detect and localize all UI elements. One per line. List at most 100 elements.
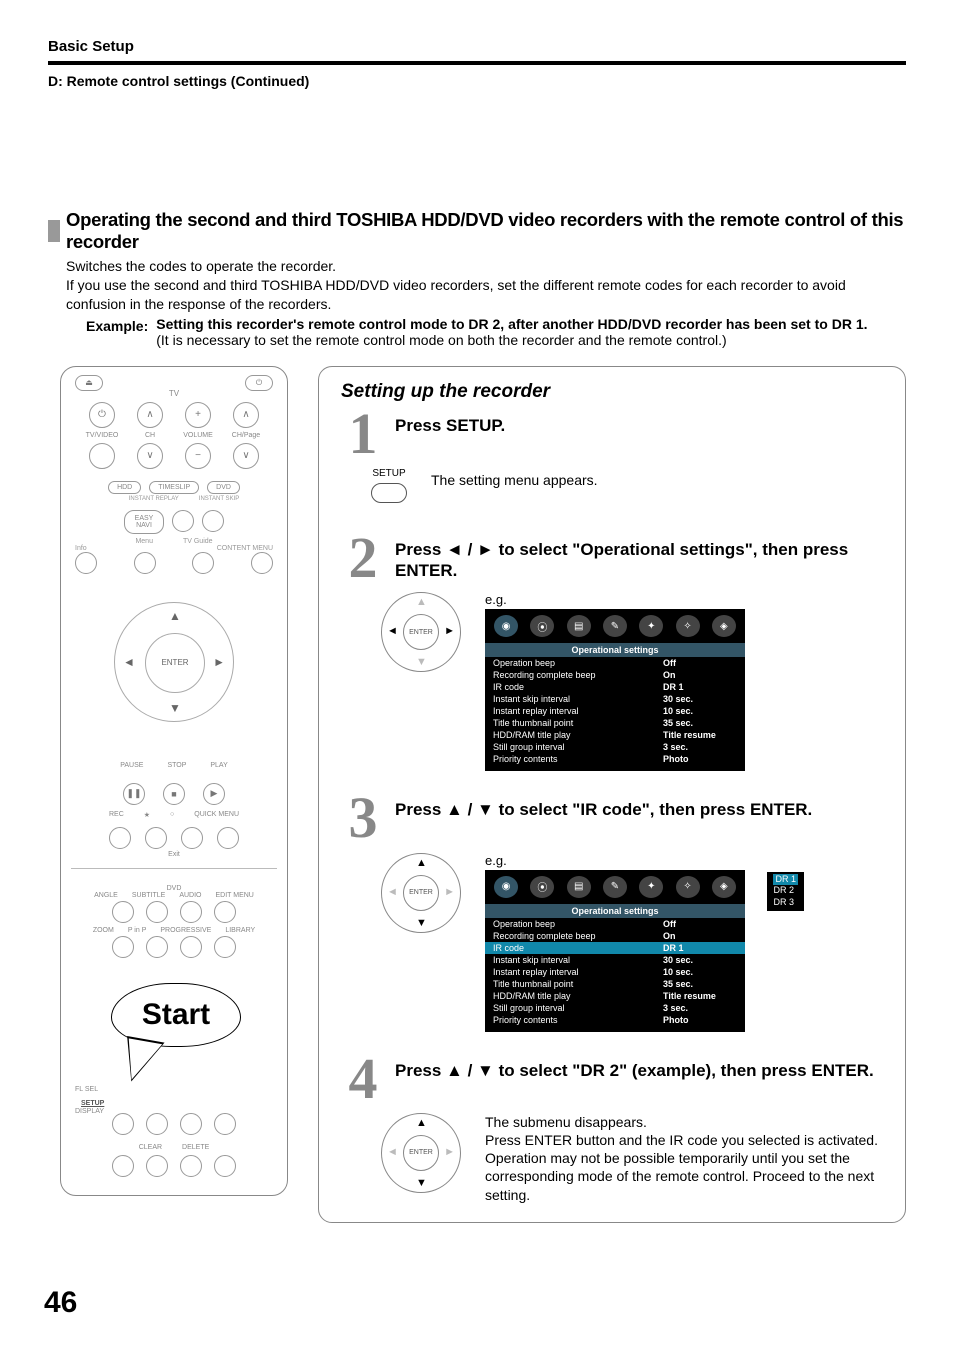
panel-row-value: Title resume xyxy=(663,991,737,1001)
callout-tail xyxy=(122,1038,162,1083)
intro-line1: Switches the codes to operate the record… xyxy=(66,257,906,276)
panel3-icon-5: ✦ xyxy=(639,876,663,898)
panel-row-value: Off xyxy=(663,919,737,929)
panel-row-value: DR 1 xyxy=(663,943,737,953)
panel-row-key: HDD/RAM title play xyxy=(493,991,663,1001)
stop-label: STOP xyxy=(167,762,186,769)
btn-b2 xyxy=(180,1113,202,1135)
step1-note: The setting menu appears. xyxy=(431,468,598,488)
panel-row: Priority contentsPhoto xyxy=(485,753,745,765)
instant-skip-btn xyxy=(202,510,224,532)
timeslip-btn: TIMESLIP xyxy=(149,481,199,494)
panel-row-key: Still group interval xyxy=(493,742,663,752)
pinp-btn xyxy=(146,936,168,958)
quickmenu-label: QUICK MENU xyxy=(194,811,239,819)
stop-btn: ■ xyxy=(163,783,185,805)
right-icon: ► xyxy=(444,625,455,637)
delete-btn xyxy=(180,1155,202,1177)
enter-label-ill-3: ENTER xyxy=(403,875,439,911)
btn-b1 xyxy=(146,1113,168,1135)
example-note: (It is necessary to set the remote contr… xyxy=(156,332,906,348)
page-up-icon: ∧ xyxy=(233,402,259,428)
zoom-btn xyxy=(112,936,134,958)
step1-text: Press SETUP. xyxy=(395,409,505,458)
settings-panel-3: ◉ ⦿ ▤ ✎ ✦ ✧ ◈ Operational settings Opera… xyxy=(485,870,745,1032)
panel-row-key: Instant skip interval xyxy=(493,694,663,704)
dr-option-1: DR 1 xyxy=(773,874,798,886)
dr-option-2: DR 2 xyxy=(773,885,798,897)
power-icon: ⏻ xyxy=(245,375,273,391)
header-category: Basic Setup xyxy=(48,38,906,55)
example-bold: Setting this recorder's remote control m… xyxy=(156,316,906,332)
panel3-icon-4: ✎ xyxy=(603,876,627,898)
pause-label: PAUSE xyxy=(120,762,143,769)
pinp-label: P in P xyxy=(128,927,147,934)
panel-row: Recording complete beepOn xyxy=(485,669,745,681)
panel-row-value: 35 sec. xyxy=(663,718,737,728)
editmenu-label: EDIT MENU xyxy=(215,892,253,899)
panel3-icon-2: ⦿ xyxy=(530,876,554,898)
info-label: Info xyxy=(75,545,87,552)
enter-label-ill: ENTER xyxy=(403,614,439,650)
audio-label: AUDIO xyxy=(179,892,201,899)
dvd-section-label: DVD xyxy=(71,885,277,892)
zoom-label: ZOOM xyxy=(93,927,114,934)
page-down-icon: ∨ xyxy=(233,443,259,469)
panel-icon-5: ✦ xyxy=(639,615,663,637)
panel-row: HDD/RAM title playTitle resume xyxy=(485,990,745,1002)
up-icon-4: ▲ xyxy=(416,1117,427,1129)
contentmenu-label: CONTENT MENU xyxy=(217,545,273,552)
dpad: ▲ ▼ ◄ ► ENTER xyxy=(114,602,234,722)
panel-row-key: Operation beep xyxy=(493,658,663,668)
panel3-icon-3: ▤ xyxy=(567,876,591,898)
panel-row-key: IR code xyxy=(493,682,663,692)
panel-row-value: Photo xyxy=(663,754,737,764)
tvvideo-btn xyxy=(89,443,115,469)
panel-row-key: Priority contents xyxy=(493,1015,663,1025)
chpage-label: CH/Page xyxy=(226,432,266,439)
left-icon: ◄ xyxy=(387,625,398,637)
panel-row-value: On xyxy=(663,931,737,941)
panel-icon-3: ▤ xyxy=(567,615,591,637)
ch-label: CH xyxy=(130,432,170,439)
step-2: 2 Press ◄ / ► to select "Operational set… xyxy=(341,533,883,582)
clear-btn xyxy=(146,1155,168,1177)
panel-row-key: HDD/RAM title play xyxy=(493,730,663,740)
panel-row: Instant skip interval30 sec. xyxy=(485,954,745,966)
setup-oval-icon xyxy=(371,483,407,503)
example-label: Example: xyxy=(86,318,148,348)
down-arrow-icon: ▼ xyxy=(169,701,181,715)
display-label: DISPLAY xyxy=(75,1108,104,1115)
panel-title-3: Operational settings xyxy=(485,904,745,918)
panel-row-key: Priority contents xyxy=(493,754,663,764)
step2-number: 2 xyxy=(341,533,385,582)
remote-illustration: ⏏ ⏻ TV ⏻ ∧ + ∧ TV/VIDEO CH VOLUME CH/Pag… xyxy=(60,366,288,1196)
header-section: D: Remote control settings (Continued) xyxy=(48,73,906,89)
tvvideo-label: TV/VIDEO xyxy=(82,432,122,439)
panel-row: HDD/RAM title playTitle resume xyxy=(485,729,745,741)
right-arrow-icon: ► xyxy=(213,655,225,669)
star-icon: ★ xyxy=(144,811,150,819)
dvd-video-icon-3: ◉ xyxy=(494,876,518,898)
library-btn xyxy=(214,936,236,958)
panel-row: IR codeDR 1 xyxy=(485,681,745,693)
step-4: 4 Press ▲ / ▼ to select "DR 2" (example)… xyxy=(341,1054,883,1103)
tv-power-icon: ⏻ xyxy=(89,402,115,428)
play-label: PLAY xyxy=(210,762,227,769)
panel-row-value: Photo xyxy=(663,1015,737,1025)
intro-line2: If you use the second and third TOSHIBA … xyxy=(66,276,906,314)
dr-option-3: DR 3 xyxy=(773,897,798,909)
panel-row-value: Off xyxy=(663,658,737,668)
panel-row-key: IR code xyxy=(493,943,663,953)
panel-icon-7: ◈ xyxy=(712,615,736,637)
panel-row: Title thumbnail point35 sec. xyxy=(485,978,745,990)
section-title: Operating the second and third TOSHIBA H… xyxy=(66,209,906,253)
page-number: 46 xyxy=(44,1286,77,1320)
dpad-ud-illustration: ENTER ▲ ▼ ◄ ► xyxy=(381,853,461,933)
dpad-ud-illustration-4: ENTER ▲ ▼ ◄ ► xyxy=(381,1113,461,1193)
panel-row: Still group interval 3 sec. xyxy=(485,741,745,753)
panel-row-key: Title thumbnail point xyxy=(493,979,663,989)
panel3-icon-6: ✧ xyxy=(676,876,700,898)
panel-row-value: 30 sec. xyxy=(663,694,737,704)
panel-row: Still group interval 3 sec. xyxy=(485,1002,745,1014)
